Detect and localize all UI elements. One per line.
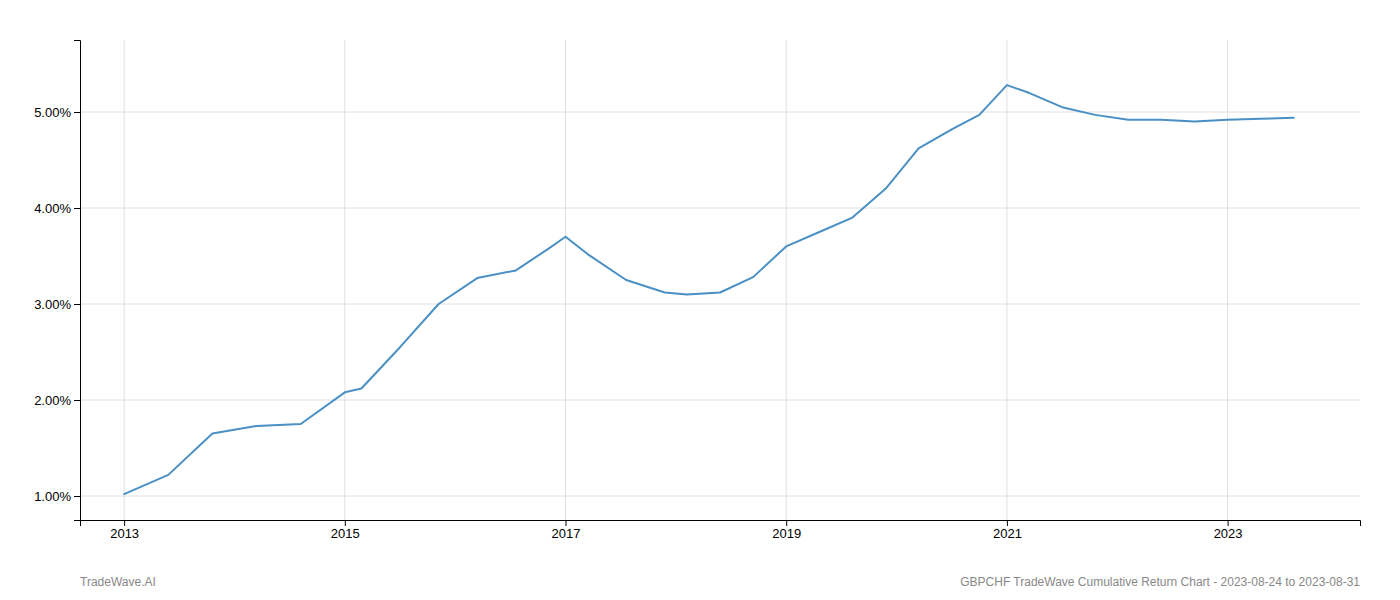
tick: 2.00% — [34, 393, 80, 408]
tick-mark — [345, 520, 346, 526]
grid-line — [124, 40, 125, 520]
grid-line — [80, 208, 1360, 209]
tick: 2015 — [331, 520, 360, 541]
tick-mark — [74, 400, 80, 401]
tick-label: 2021 — [993, 526, 1022, 541]
tick-mark — [1228, 520, 1229, 526]
tick: 2013 — [110, 520, 139, 541]
tick: 4.00% — [34, 201, 80, 216]
tick-mark — [124, 520, 125, 526]
tick-label: 2.00% — [34, 393, 71, 408]
tick-mark — [74, 496, 80, 497]
annotation: GBPCHF TradeWave Cumulative Return Chart… — [960, 575, 1360, 589]
tick: 2017 — [552, 520, 581, 541]
tick-label: 2013 — [110, 526, 139, 541]
tick: 2023 — [1214, 520, 1243, 541]
axis-line — [74, 41, 81, 521]
grid-line — [80, 400, 1360, 401]
tick-label: 3.00% — [34, 297, 71, 312]
tick-mark — [74, 304, 80, 305]
tick: 2021 — [993, 520, 1022, 541]
grid-line — [80, 496, 1360, 497]
axis-line — [81, 521, 1361, 527]
tick-label: 2019 — [772, 526, 801, 541]
grid-line — [1227, 40, 1228, 520]
x-axis: 2013 2015 2017 2019 2021 2023 — [81, 520, 1361, 541]
grid-line — [786, 40, 787, 520]
grid-line — [565, 40, 566, 520]
tick-label: 1.00% — [34, 489, 71, 504]
plot: 2013 2015 2017 2019 2021 2023 1.00% 2.00% 3.00% 4… — [34, 40, 1360, 541]
tick-mark — [74, 112, 80, 113]
marks — [124, 85, 1294, 494]
tick-mark — [74, 208, 80, 209]
tick-label: 5.00% — [34, 105, 71, 120]
tick: 2019 — [772, 520, 801, 541]
footer: TradeWave.AI GBPCHF TradeWave Cumulative … — [80, 575, 1360, 589]
annotation: TradeWave.AI — [80, 575, 156, 589]
tick-label: 4.00% — [34, 201, 71, 216]
tick-label: 2017 — [552, 526, 581, 541]
tick-label: 2015 — [331, 526, 360, 541]
line — [124, 85, 1294, 494]
grid-line — [80, 304, 1360, 305]
tick-mark — [1007, 520, 1008, 526]
tick-mark — [566, 520, 567, 526]
grid-line — [344, 40, 345, 520]
grid-line — [1006, 40, 1007, 520]
chart: 2013 2015 2017 2019 2021 2023 1.00% 2.00% 3.00% 4… — [0, 0, 1400, 600]
grid — [80, 40, 1360, 520]
tick-mark — [786, 520, 787, 526]
y-axis: 1.00% 2.00% 3.00% 4.00% 5.00% — [34, 41, 80, 521]
grid-line — [80, 112, 1360, 113]
tick: 1.00% — [34, 489, 80, 504]
tick: 3.00% — [34, 297, 80, 312]
tick: 5.00% — [34, 105, 80, 120]
tick-label: 2023 — [1214, 526, 1243, 541]
